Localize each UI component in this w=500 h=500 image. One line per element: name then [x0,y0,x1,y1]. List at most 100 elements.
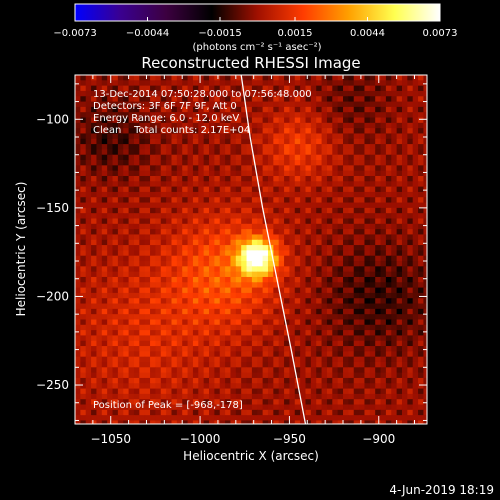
heatmap-cell [101,324,108,331]
heatmap-cell [369,335,376,342]
heatmap-cell [353,175,360,182]
heatmap-cell [96,298,103,305]
heatmap-cell [101,420,108,424]
heatmap-cell [300,361,306,368]
heatmap-cell [310,223,317,230]
heatmap-cell [353,330,360,336]
heatmap-cell [348,340,355,347]
heatmap-cell [107,144,114,150]
heatmap-cell [246,399,253,406]
heatmap-cell [396,170,403,177]
heatmap-cell [209,181,215,188]
heatmap-cell [380,175,387,182]
heatmap-cell [214,266,221,273]
heatmap-cell [155,399,162,406]
heatmap-cell [310,138,317,145]
heatmap-cell [160,314,167,320]
heatmap-cell [192,165,199,172]
heatmap-cell [401,420,408,424]
heatmap-cell [203,229,210,235]
heatmap-cell [326,415,333,421]
heatmap-cell [267,234,274,241]
heatmap-cell [144,138,151,145]
colorbar [74,3,441,22]
heatmap-cell [385,218,392,225]
heatmap-cell [241,346,248,352]
heatmap-cell [75,191,81,198]
heatmap-cell [144,324,151,331]
heatmap-cell [300,234,306,241]
heatmap-cell [316,239,323,246]
heatmap-cell [251,367,258,374]
heatmap-cell [396,351,403,358]
heatmap-cell [235,96,242,103]
heatmap-cell [305,377,312,384]
heatmap-cell [364,96,371,103]
heatmap-cell [133,122,140,129]
heatmap-cell [375,420,382,424]
heatmap-cell [251,239,258,246]
heatmap-cell [273,101,280,108]
heatmap-cell [187,308,194,315]
heatmap-cell [192,356,199,363]
heatmap-cell [144,393,151,400]
heatmap-cell [241,383,248,390]
heatmap-cell [187,85,194,92]
heatmap-cell [364,308,371,315]
heatmap-cell [289,213,296,219]
heatmap-cell [85,207,92,214]
heatmap-cell [332,106,339,113]
colorbar-ticks: −0.0073 −0.0044 −0.0015 0.0015 0.0044 0.0073 [53,17,458,39]
heatmap-cell [321,213,328,219]
heatmap-cell [418,197,424,204]
heatmap-cell [75,175,81,182]
heatmap-cell [326,420,333,424]
heatmap-cell [418,298,424,305]
heatmap-cell [155,409,162,416]
heatmap-cell [150,75,156,81]
heatmap-cell [166,207,172,214]
heatmap-cell [326,319,333,326]
heatmap-cell [273,282,280,289]
heatmap-cell [423,197,427,204]
heatmap-cell [316,388,323,395]
heatmap-cell [310,409,317,416]
heatmap-cell [214,367,221,374]
heatmap-cell [230,282,237,289]
heatmap-cell [192,181,199,188]
heatmap-cell [182,112,189,119]
heatmap-cell [75,346,81,352]
heatmap-cell [241,308,248,315]
heatmap-cell [150,170,156,177]
heatmap-cell [203,202,210,209]
heatmap-cell [375,96,382,103]
heatmap-cell [155,149,162,156]
heatmap-cell [343,372,349,379]
heatmap-cell [257,239,264,246]
heatmap-cell [112,122,119,129]
heatmap-cell [412,165,419,172]
heatmap-cell [337,101,344,108]
heatmap-cell [412,356,419,363]
heatmap-cell [166,308,172,315]
heatmap-cell [219,80,226,87]
heatmap-cell [198,229,205,235]
heatmap-cell [246,393,253,400]
heatmap-cell [139,319,146,326]
heatmap-cell [128,361,135,368]
heatmap-cell [267,250,274,257]
heatmap-cell [353,170,360,177]
heatmap-cell [310,303,317,310]
heatmap-cell [139,287,146,294]
heatmap-cell [321,351,328,358]
heatmap-cell [332,266,339,273]
heatmap-cell [235,383,242,390]
heatmap-cell [107,377,114,384]
heatmap-cell [235,335,242,342]
heatmap-cell [107,393,114,400]
heatmap-cell [401,276,408,283]
heatmap-cell [107,223,114,230]
heatmap-cell [289,420,296,424]
heatmap-cell [155,128,162,134]
heatmap-cell [203,149,210,156]
